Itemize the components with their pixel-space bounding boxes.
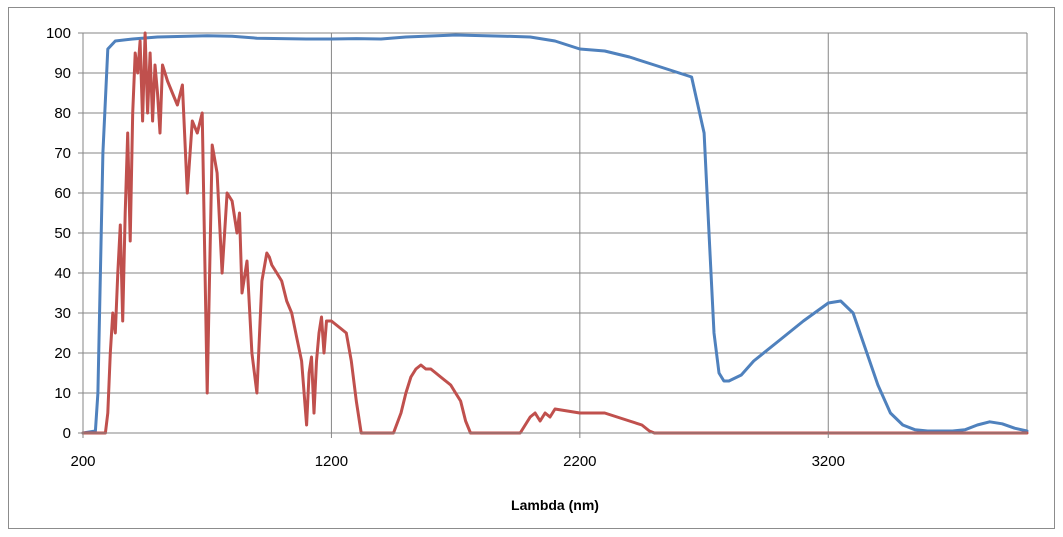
y-tick-label: 50 bbox=[54, 225, 71, 242]
x-tick-label: 3200 bbox=[812, 453, 845, 470]
y-tick-label: 0 bbox=[63, 425, 71, 442]
y-tick-label: 10 bbox=[54, 385, 71, 402]
x-axis-title: Lambda (nm) bbox=[511, 497, 599, 513]
x-tick-label: 200 bbox=[70, 453, 95, 470]
y-tick-label: 60 bbox=[54, 185, 71, 202]
y-tick-label: 30 bbox=[54, 305, 71, 322]
y-tick-label: 40 bbox=[54, 265, 71, 282]
y-tick-label: 80 bbox=[54, 105, 71, 122]
y-tick-labels: 0 10 20 30 40 50 60 70 80 90 100 bbox=[46, 25, 71, 442]
x-tick-label: 1200 bbox=[315, 453, 348, 470]
x-tick-labels: 200 1200 2200 3200 bbox=[70, 453, 844, 470]
y-tick-label: 100 bbox=[46, 25, 71, 42]
y-tick-label: 20 bbox=[54, 345, 71, 362]
series-line-1 bbox=[81, 33, 1029, 435]
y-tick-label: 70 bbox=[54, 145, 71, 162]
x-tick-label: 2200 bbox=[563, 453, 596, 470]
axes bbox=[78, 32, 1027, 438]
y-tick-label: 90 bbox=[54, 65, 71, 82]
gridlines bbox=[83, 32, 1028, 433]
